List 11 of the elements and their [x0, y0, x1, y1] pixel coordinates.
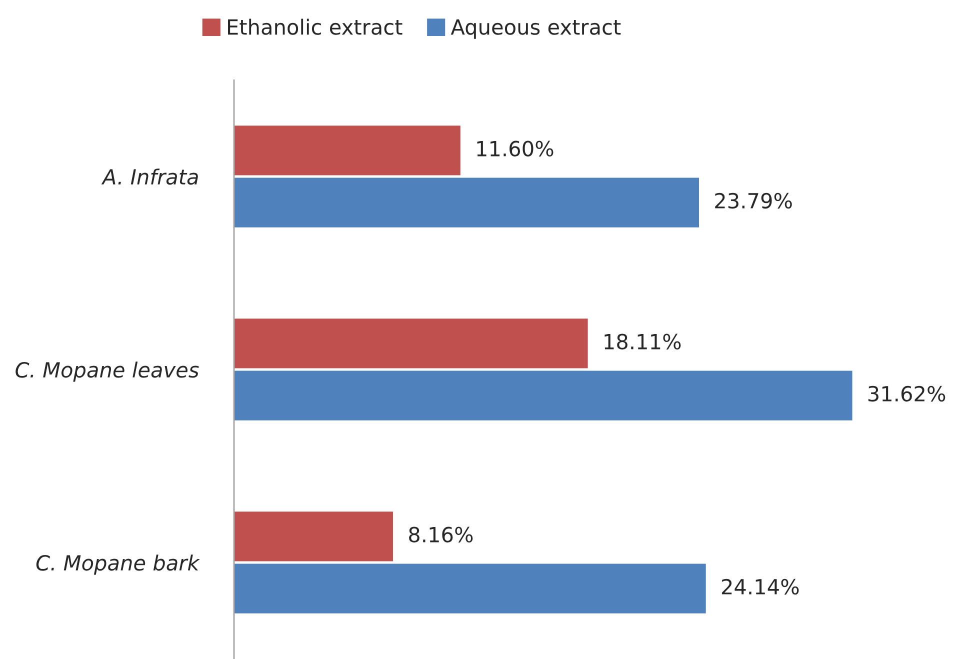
data-label: 31.62%	[868, 386, 946, 402]
legend-label: Ethanolic extract	[228, 18, 402, 35]
y-tick-label: C. Mopane leaves	[16, 362, 199, 382]
y-tick-label: A. Infrata	[101, 168, 198, 185]
y-tick-label: C. Mopane bark	[36, 554, 200, 575]
data-label: 11.60%	[477, 140, 554, 156]
data-label: 24.14%	[722, 578, 799, 595]
data-label: 8.16%	[409, 526, 473, 542]
data-label: 23.79%	[715, 192, 792, 209]
legend-label: Aqueous extract	[450, 19, 621, 39]
data-label: 18.11%	[604, 334, 681, 350]
